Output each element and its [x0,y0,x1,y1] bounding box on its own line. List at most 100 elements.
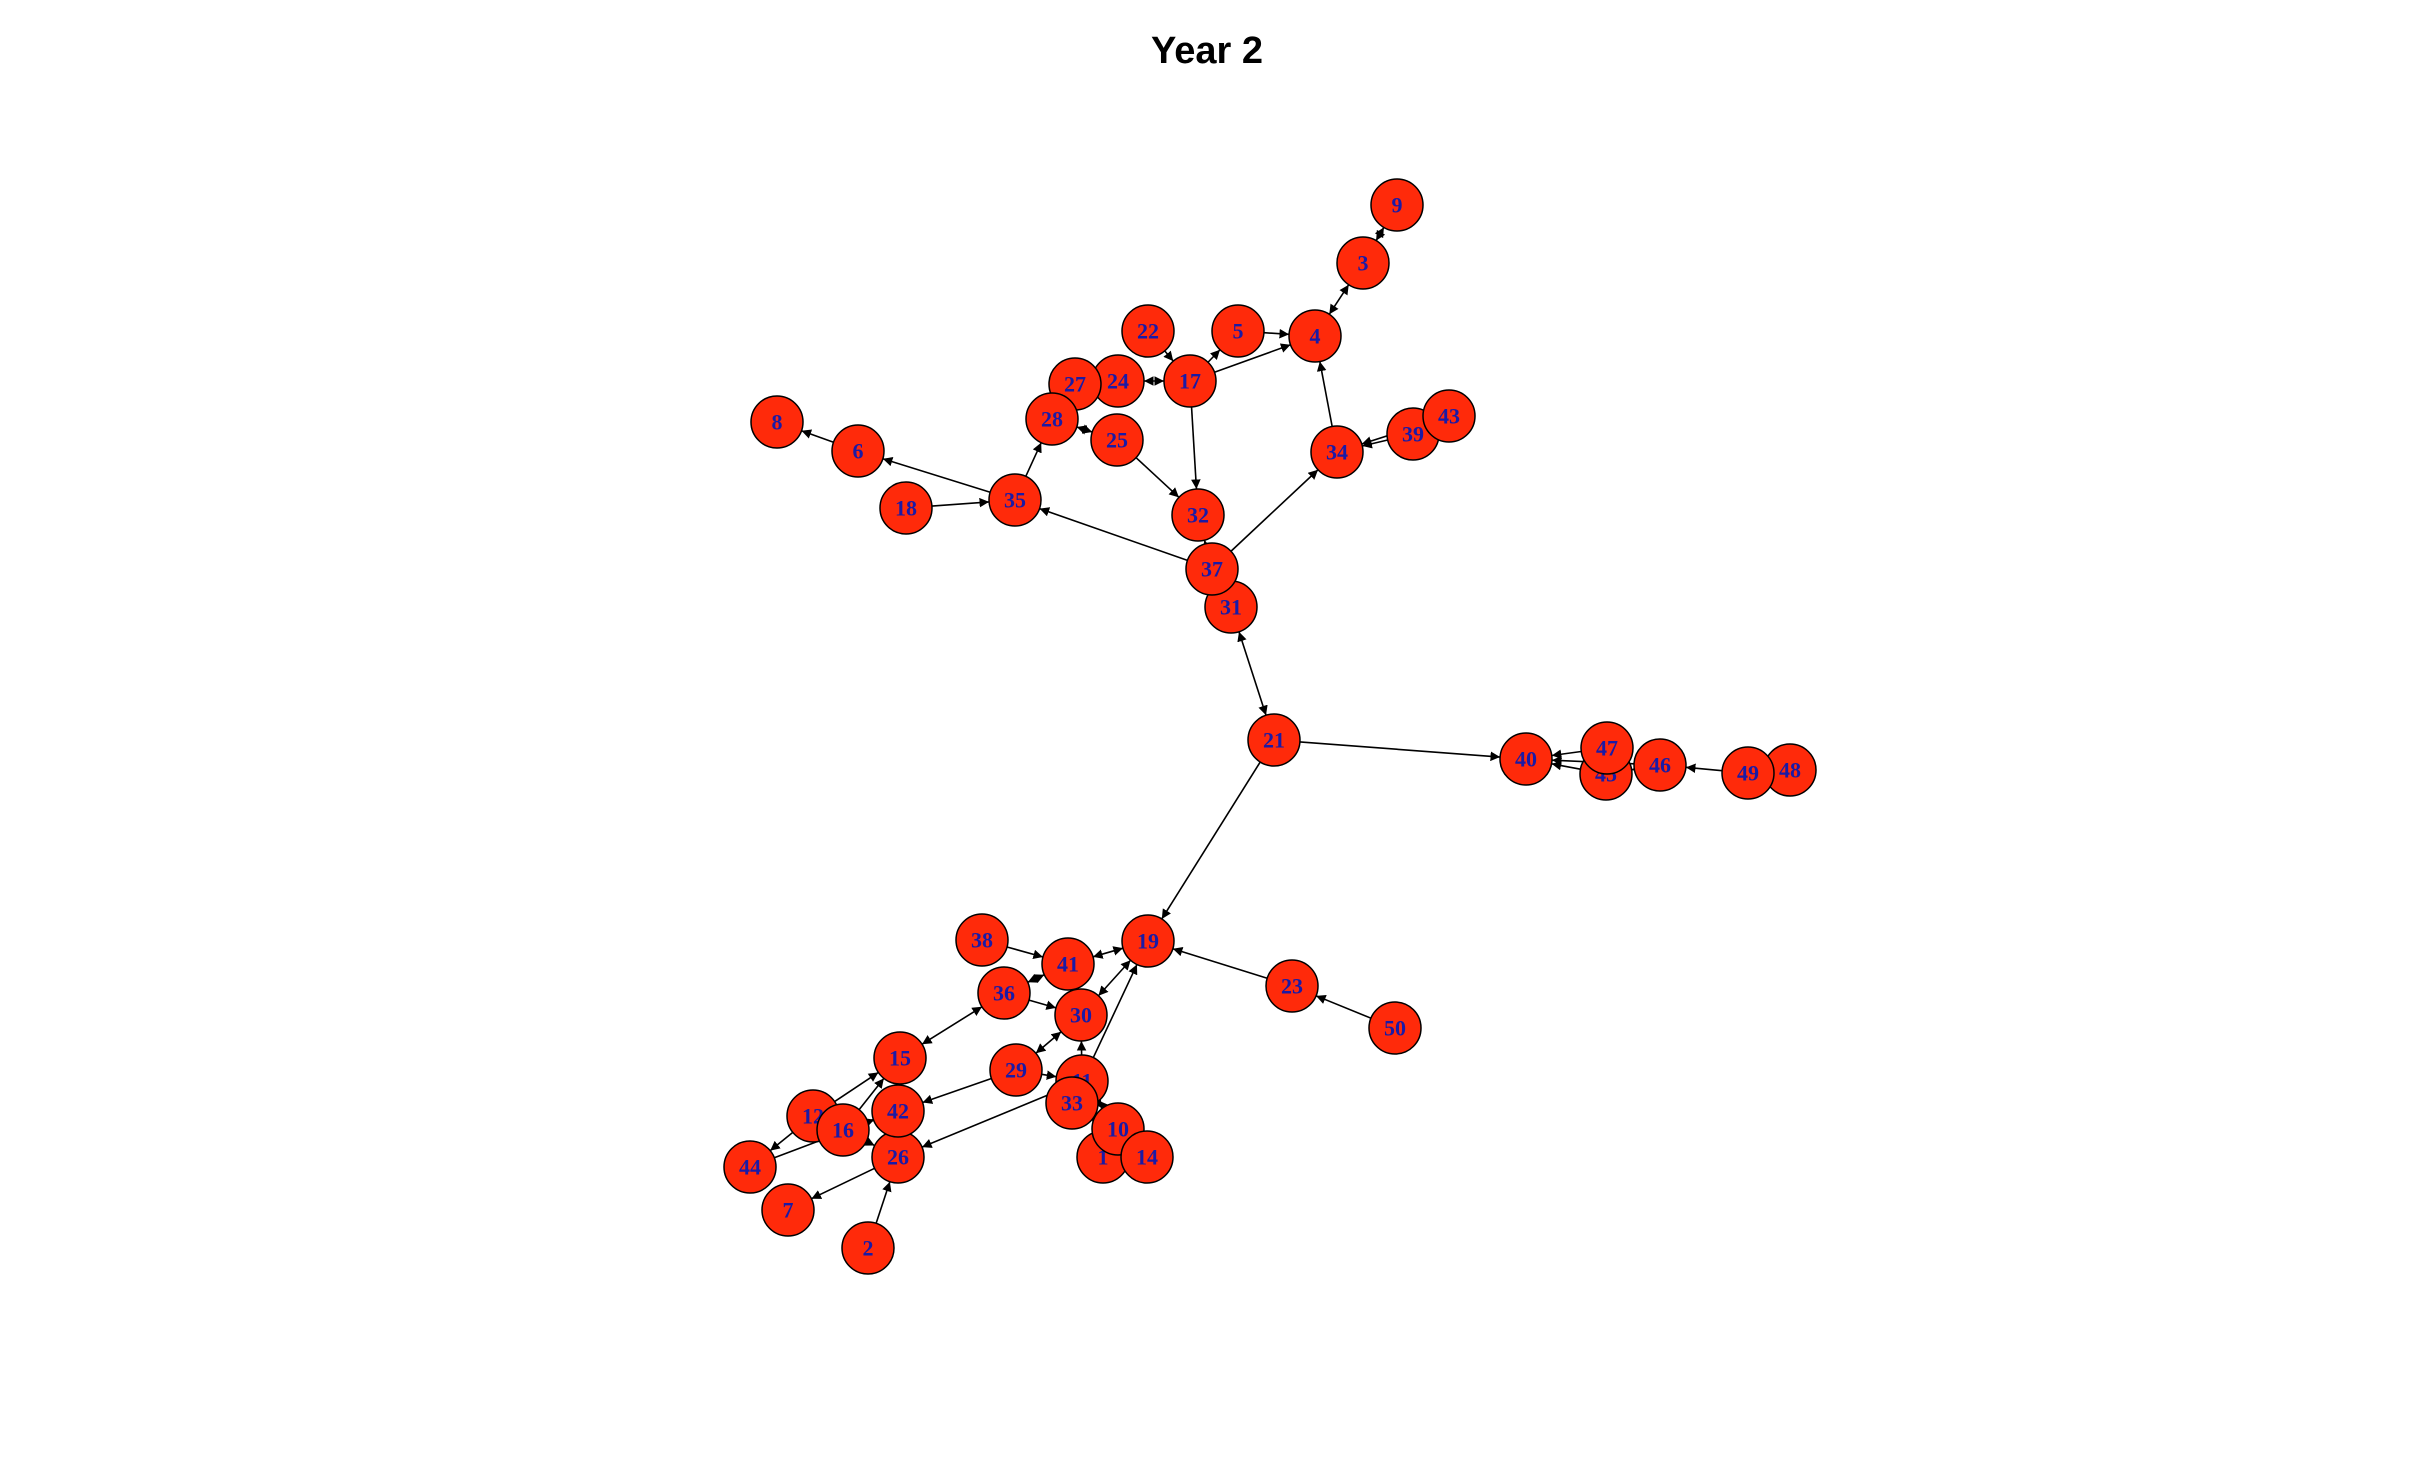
node-18: 18 [879,481,933,535]
node-label: 19 [1137,929,1159,954]
node-circle [1422,389,1476,443]
edge-3-4 [1328,284,1350,315]
node-label: 32 [1187,503,1209,528]
node-label: 10 [1107,1117,1129,1142]
edge-12-44 [769,1131,794,1152]
node-circle [1090,413,1144,467]
node-24: 24 [1091,354,1145,408]
node-circle [1336,236,1390,290]
node-41: 41 [1041,937,1095,991]
edge-17-32 [1190,406,1201,490]
node-circle [873,1031,927,1085]
edge-25-32 [1135,457,1180,498]
node-4: 4 [1288,309,1342,363]
node-circle [1288,309,1342,363]
edge-18-35 [931,497,990,508]
node-circle [1041,937,1095,991]
node-35: 35 [988,473,1042,527]
node-label: 44 [739,1155,761,1180]
node-16: 16 [816,1103,870,1157]
node-42: 42 [871,1084,925,1138]
node-5: 5 [1211,304,1265,358]
node-circle [1185,542,1239,596]
node-2: 2 [841,1221,895,1275]
edge-41-19 [1092,946,1124,959]
node-21: 21 [1247,713,1301,767]
node-label: 9 [1392,193,1403,218]
edge-6-8 [801,429,834,443]
node-circle [1721,746,1775,800]
node-23: 23 [1265,959,1319,1013]
node-17: 17 [1163,354,1217,408]
node-3: 3 [1336,236,1390,290]
node-circle [1499,732,1553,786]
node-label: 29 [1005,1058,1027,1083]
edge-47-40 [1551,749,1582,759]
node-circle [879,481,933,535]
node-circle [1025,392,1079,446]
node-25: 25 [1090,413,1144,467]
node-29: 29 [989,1043,1043,1097]
edge-9-3 [1374,227,1386,241]
node-label: 42 [887,1099,909,1124]
edge-29-11 [1041,1070,1057,1080]
edge-22-17 [1163,350,1174,362]
node-circle [1247,713,1301,767]
node-30: 30 [1054,988,1108,1042]
node-label: 4 [1310,324,1321,349]
edge-37-34 [1230,469,1319,552]
node-circle [723,1140,777,1194]
edge-36-30 [1028,999,1057,1010]
edge-36-15 [921,1006,983,1045]
node-label: 31 [1220,595,1242,620]
node-label: 22 [1137,319,1159,344]
edge-21-19 [1161,761,1261,920]
node-label: 26 [887,1145,909,1170]
edge-29-30 [1035,1031,1062,1054]
node-circle [841,1221,895,1275]
edge-21-40 [1299,741,1501,762]
node-label: 7 [783,1198,794,1223]
graph-title: Year 2 [1151,30,1263,72]
node-15: 15 [873,1031,927,1085]
node-label: 8 [772,410,783,435]
node-label: 15 [889,1046,911,1071]
node-label: 30 [1070,1003,1092,1028]
node-36: 36 [977,966,1031,1020]
node-6: 6 [831,424,885,478]
node-label: 41 [1057,952,1079,977]
edge-26-7 [811,1167,875,1200]
node-circle [989,1043,1043,1097]
node-7: 7 [761,1183,815,1237]
node-circle [1054,988,1108,1042]
node-label: 35 [1004,488,1026,513]
node-label: 23 [1281,974,1303,999]
node-49: 49 [1721,746,1775,800]
node-circle [1265,959,1319,1013]
node-43: 43 [1422,389,1476,443]
node-circle [1368,1001,1422,1055]
node-label: 34 [1326,440,1348,465]
edge-38-41 [1006,946,1044,960]
edge-16-26 [863,1137,876,1147]
node-label: 36 [993,981,1015,1006]
node-label: 46 [1649,753,1671,778]
node-label: 14 [1136,1145,1158,1170]
node-9: 9 [1370,178,1424,232]
node-33: 33 [1045,1076,1099,1130]
edge-35-6 [882,457,991,494]
node-label: 3 [1358,251,1369,276]
edge-17-4 [1214,343,1291,373]
node-circle [1163,354,1217,408]
node-46: 46 [1633,738,1687,792]
node-circle [816,1103,870,1157]
edge-37-35 [1039,507,1188,562]
node-47: 47 [1580,721,1634,775]
node-label: 27 [1064,372,1086,397]
node-22: 22 [1121,304,1175,358]
edge-11-26 [921,1090,1059,1148]
edge-28-25 [1076,424,1093,435]
edge-16-15 [858,1077,885,1111]
node-label: 24 [1107,369,1129,394]
